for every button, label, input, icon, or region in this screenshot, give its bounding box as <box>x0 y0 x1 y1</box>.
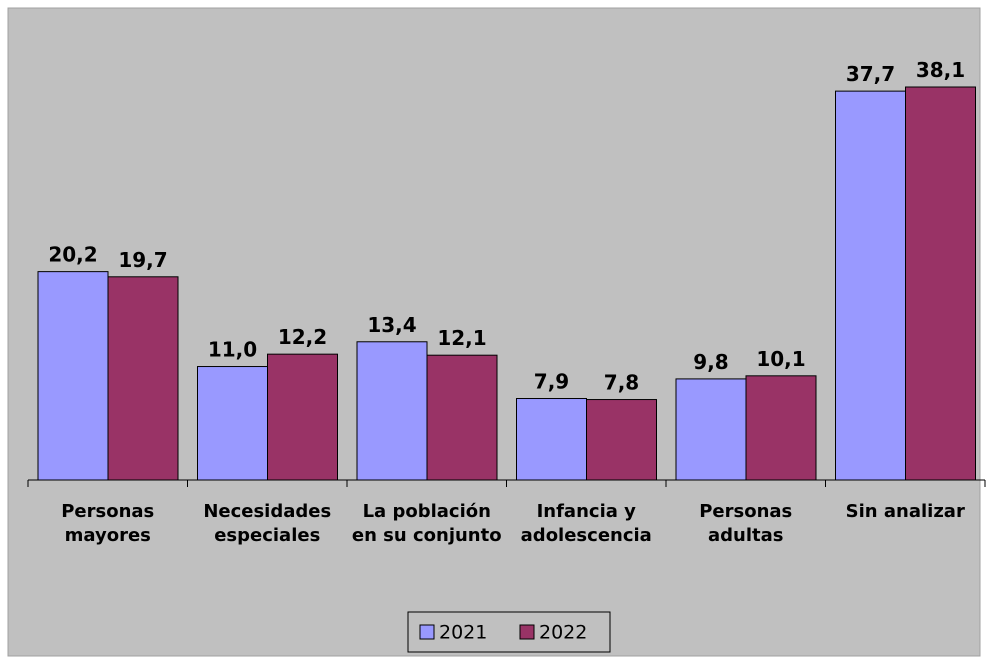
value-label: 13,4 <box>367 313 416 337</box>
bar <box>586 399 657 481</box>
value-label: 12,1 <box>437 326 486 350</box>
bar <box>356 341 428 481</box>
legend-swatch <box>419 624 435 640</box>
value-label: 37,7 <box>846 62 895 86</box>
bar <box>516 398 587 481</box>
x-tick-label: La población en su conjunto <box>351 501 502 546</box>
x-tick-label: Personas mayores <box>61 501 155 546</box>
x-tick-label: Infancia y adolescencia <box>520 501 652 546</box>
value-label: 19,7 <box>118 248 167 272</box>
legend-box <box>407 611 611 653</box>
value-label: 9,8 <box>693 350 728 374</box>
bar <box>905 86 976 481</box>
legend-swatch <box>519 624 535 640</box>
bar <box>267 353 338 481</box>
bar <box>107 276 179 481</box>
value-label: 38,1 <box>916 58 965 82</box>
bar <box>675 378 747 481</box>
bar <box>37 271 109 481</box>
x-tick-label: Personas adultas <box>699 501 793 546</box>
value-label: 7,8 <box>604 371 639 395</box>
legend-label: 2021 <box>439 622 487 644</box>
bar <box>835 90 906 481</box>
x-tick-label: Necesidades especiales <box>203 501 332 546</box>
value-label: 7,9 <box>534 370 569 394</box>
x-tick-label: Sin analizar <box>845 501 965 522</box>
value-label: 20,2 <box>48 243 97 267</box>
bar <box>426 354 498 481</box>
value-label: 11,0 <box>208 338 257 362</box>
bar <box>197 366 268 481</box>
value-label: 12,2 <box>278 325 327 349</box>
legend-label: 2022 <box>539 622 587 644</box>
bar <box>745 375 817 481</box>
value-label: 10,1 <box>756 347 805 371</box>
